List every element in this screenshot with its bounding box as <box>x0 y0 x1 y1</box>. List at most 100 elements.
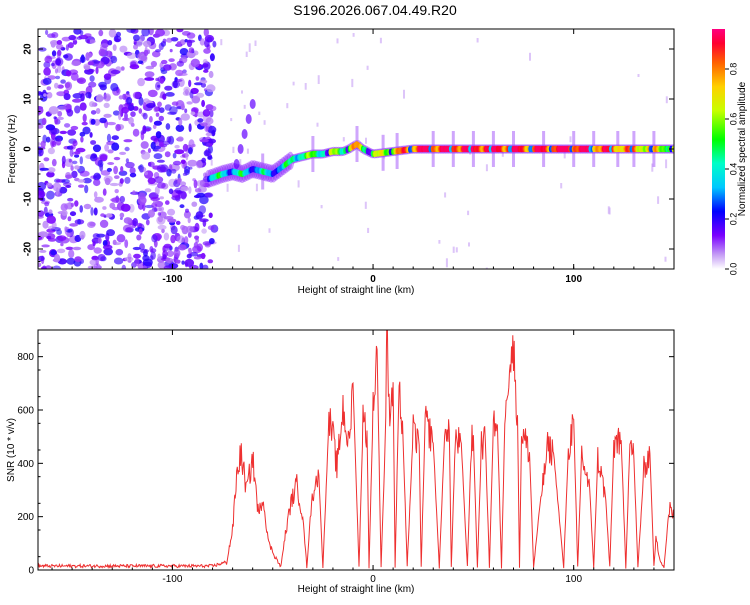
noise-blob <box>92 241 96 247</box>
noise-blob <box>47 225 56 230</box>
noise-blob <box>167 218 177 223</box>
noise-blob <box>74 151 81 155</box>
noise-blob <box>157 182 166 189</box>
noise-blob <box>202 264 209 269</box>
noise-blob <box>154 145 161 150</box>
noise-blob <box>118 170 128 176</box>
noise-speckle <box>258 111 261 115</box>
noise-blob <box>192 50 199 56</box>
noise-blob <box>184 165 191 174</box>
noise-blob <box>120 66 125 71</box>
noise-blob <box>93 60 101 64</box>
noise-blob <box>149 116 153 123</box>
noise-blob <box>59 186 68 194</box>
snr-ytick-label: 800 <box>17 352 34 363</box>
noise-speckle <box>226 183 229 192</box>
noise-blob <box>156 164 166 173</box>
noise-blob <box>186 253 192 259</box>
noise-blob <box>191 143 196 148</box>
noise-blob <box>46 235 52 240</box>
noise-blob <box>66 232 71 237</box>
noise-blob <box>41 117 47 126</box>
noise-speckle <box>337 257 340 261</box>
noise-blob <box>50 40 59 46</box>
colorbar-tick-label: 0.4 <box>728 163 738 176</box>
noise-blob <box>69 148 74 157</box>
noise-blob <box>190 111 196 116</box>
noise-blob <box>99 154 108 162</box>
noise-speckle <box>286 103 289 109</box>
noise-blob <box>57 110 63 117</box>
noise-blob <box>174 149 185 155</box>
noise-blob <box>57 64 62 73</box>
noise-blob <box>41 197 46 202</box>
noise-blob <box>193 242 199 249</box>
noise-blob <box>176 41 182 47</box>
noise-blob <box>111 142 120 151</box>
snr-ytick-label: 0 <box>28 566 34 577</box>
noise-blob <box>103 93 111 102</box>
noise-blob <box>144 171 149 176</box>
noise-blob <box>155 131 162 139</box>
noise-speckle <box>243 104 246 109</box>
noise-blob <box>194 235 200 240</box>
snr-panel: -100 0 100 0 200 400 600 800 Height of straight… <box>6 329 675 595</box>
noise-speckle <box>210 159 213 166</box>
noise-blob <box>114 189 119 194</box>
noise-blob <box>38 146 43 155</box>
noise-blob <box>53 116 57 120</box>
noise-blob <box>56 248 66 254</box>
noise-blob <box>68 158 72 163</box>
noise-blob <box>107 162 115 165</box>
noise-blob <box>71 170 78 179</box>
ridge-branch <box>241 129 248 139</box>
noise-blob <box>199 79 208 84</box>
noise-blob <box>44 55 53 64</box>
noise-blob <box>166 250 174 257</box>
noise-blob <box>199 139 209 143</box>
noise-blob <box>119 45 128 53</box>
colorbar: 0.0 0.2 0.4 0.6 0.8 Normalized spectral ampl… <box>712 29 748 275</box>
noise-blob <box>79 102 87 111</box>
noise-blob <box>94 196 104 203</box>
noise-blob <box>119 195 126 203</box>
noise-blob <box>156 159 165 163</box>
noise-blob <box>55 75 61 80</box>
noise-blob <box>155 29 166 37</box>
noise-blob <box>185 151 189 161</box>
noise-blob <box>89 132 93 138</box>
noise-blob <box>80 136 84 143</box>
noise-blob <box>39 249 47 253</box>
noise-blob <box>202 109 211 117</box>
noise-blob <box>193 179 198 189</box>
noise-blob <box>193 256 202 260</box>
noise-blob <box>164 151 171 158</box>
noise-blob <box>188 147 193 155</box>
noise-blob <box>65 70 72 77</box>
noise-blob <box>99 117 107 124</box>
noise-blob <box>119 212 125 218</box>
noise-blob <box>68 34 76 41</box>
noise-blob <box>187 247 192 253</box>
noise-blob <box>179 48 189 56</box>
spectrogram-ytick-label: -10 <box>23 191 34 206</box>
noise-blob <box>176 29 184 33</box>
noise-blob <box>52 182 62 192</box>
noise-blob <box>209 53 215 62</box>
noise-speckle <box>351 78 354 88</box>
snr-ytick-label: 400 <box>17 459 34 470</box>
noise-blob <box>100 213 105 217</box>
noise-blob <box>87 244 95 251</box>
noise-speckle <box>237 244 240 252</box>
noise-blob <box>182 143 189 152</box>
noise-blob <box>124 176 131 184</box>
noise-blob <box>60 203 68 212</box>
noise-blob <box>88 39 96 44</box>
noise-blob <box>105 50 113 58</box>
noise-blob <box>142 258 153 267</box>
noise-blob <box>110 55 118 64</box>
noise-speckle <box>352 33 355 37</box>
noise-blob <box>86 52 93 59</box>
noise-blob <box>64 226 68 232</box>
noise-blob <box>142 112 148 120</box>
